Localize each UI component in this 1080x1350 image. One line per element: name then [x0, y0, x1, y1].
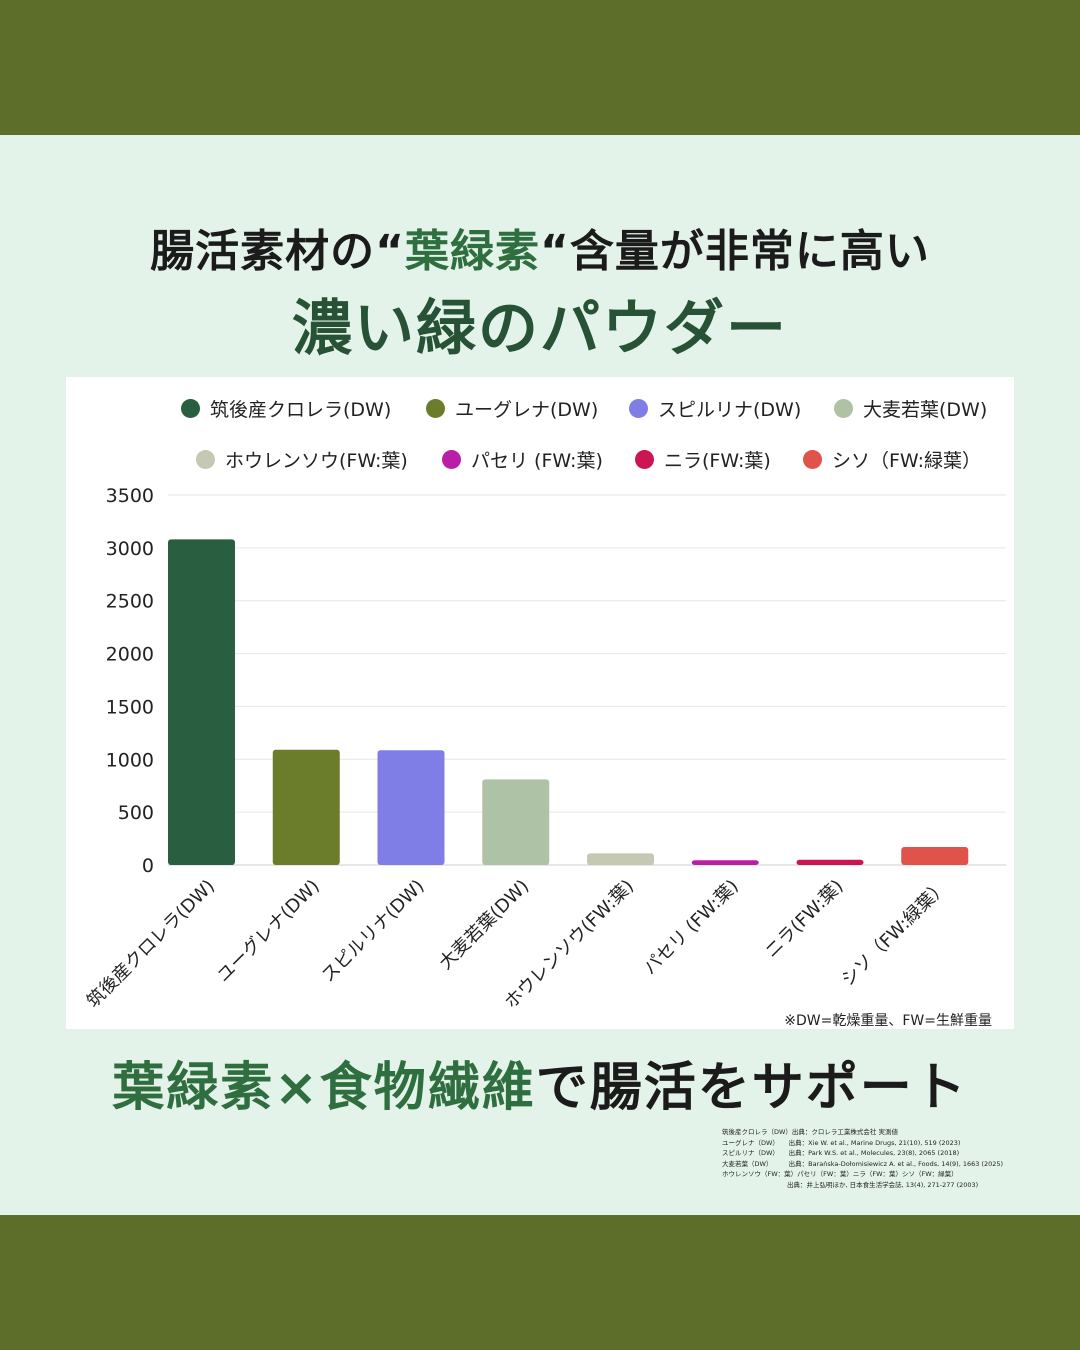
bar-chart: 3500 3000 2500 2000 1500 1000 500 0筑後産クロレラ(DW)ユ… [83, 485, 1006, 1013]
y-tick-label: 3500 [106, 485, 154, 507]
headline: 腸活素材の“葉緑素“含量が非常に高い [0, 215, 1080, 279]
x-tick-label: シソ（FW:緑葉） [838, 876, 953, 991]
legend-swatch [196, 450, 215, 469]
y-tick-label: 2500 [106, 591, 154, 613]
y-tick-label: 3000 [106, 538, 154, 560]
x-tick-label: パセリ (FW:葉) [640, 876, 743, 979]
headline-pre: 腸活素材の“ [150, 226, 405, 277]
y-tick-label: 0 [142, 855, 154, 877]
legend-swatch [629, 399, 648, 418]
bottom-band [0, 1215, 1080, 1350]
citation-line: スピルリナ（DW） 出典：Park W.S. et al., Molecules… [722, 1149, 960, 1158]
legend-swatch [635, 450, 654, 469]
bar [272, 749, 340, 865]
legend-item: 筑後産クロレラ(DW) [181, 395, 391, 422]
x-tick-label: 筑後産クロレラ(DW) [83, 876, 219, 1012]
legend-label: パセリ (FW:葉) [471, 450, 603, 472]
legend-item: スピルリナ(DW) [629, 395, 801, 422]
x-tick-label: ニラ(FW:葉) [761, 876, 847, 962]
legend-label: スピルリナ(DW) [658, 399, 802, 421]
legend-label: ニラ(FW:葉) [664, 450, 771, 472]
headline-post: “含量が非常に高い [540, 226, 930, 277]
x-tick-label: ユーグレナ(DW) [213, 876, 324, 987]
legend-item: ホウレンソウ(FW:葉) [196, 446, 408, 473]
y-tick-label: 2000 [106, 644, 154, 666]
citation-line: ユーグレナ（DW） 出典：Xie W. et al., Marine Drugs… [722, 1138, 961, 1147]
headline-highlight: 葉緑素 [405, 226, 540, 277]
legend-item: ユーグレナ(DW) [426, 395, 598, 422]
legend-item: シソ（FW:緑葉） [803, 446, 981, 473]
top-band [0, 0, 1080, 135]
y-tick-label: 500 [118, 802, 154, 824]
infographic-panel: 腸活素材の“葉緑素“含量が非常に高い 濃い緑のパウダー 筑後産クロレラ(DW) ユ… [0, 135, 1080, 1215]
legend-label: ホウレンソウ(FW:葉) [225, 450, 408, 472]
legend-item: パセリ (FW:葉) [442, 446, 603, 473]
bar [587, 853, 654, 865]
bar [377, 750, 445, 865]
legend-item: ニラ(FW:葉) [635, 446, 771, 473]
legend-label: シソ（FW:緑葉） [832, 450, 982, 472]
chart-card: 筑後産クロレラ(DW) ユーグレナ(DW) スピルリナ(DW) 大麦若葉(DW) ホウレ… [66, 377, 1014, 1029]
bar [691, 860, 759, 865]
legend-swatch [803, 450, 822, 469]
legend-swatch [442, 450, 461, 469]
legend-swatch [834, 399, 853, 418]
bar [482, 779, 550, 865]
legend-item: 大麦若葉(DW) [834, 395, 987, 422]
bar [168, 539, 235, 865]
x-tick-label: 大麦若葉(DW) [435, 876, 533, 974]
legend-swatch [181, 399, 200, 418]
citation-line: 大麦若葉（DW） 出典：Barańska-Dołomisiewicz A. et… [722, 1159, 1004, 1168]
subheadline: 濃い緑のパウダー [292, 294, 788, 364]
y-tick-label: 1000 [106, 749, 154, 771]
legend-label: ユーグレナ(DW) [455, 399, 599, 421]
unit-note: ※DW=乾燥重量、FW=生鮮重量 [784, 1013, 992, 1029]
citation-line: 出典：井上弘明ほか, 日本食生活学会誌, 13(4), 271-277 (200… [722, 1180, 979, 1189]
footer-rest: で腸活をサポート [535, 1058, 968, 1118]
citation-line: 筑後産クロレラ（DW）出典：クロレラ工業株式会社 実測値 [722, 1128, 898, 1136]
citations: 筑後産クロレラ（DW）出典：クロレラ工業株式会社 実測値ユーグレナ（DW） 出典… [722, 1127, 1062, 1191]
citation-line: ホウレンソウ（FW：葉）パセリ（FW：葉）ニラ（FW：葉）シソ（FW：緑葉） [722, 1170, 958, 1179]
legend-swatch [426, 399, 445, 418]
bar [901, 847, 969, 865]
x-tick-label: スピルリナ(DW) [318, 876, 429, 987]
bar [796, 859, 864, 865]
footer-highlight: 葉緑素×食物繊維 [112, 1058, 536, 1118]
y-tick-label: 1500 [106, 696, 154, 718]
legend-label: 大麦若葉(DW) [863, 399, 988, 421]
legend-label: 筑後産クロレラ(DW) [210, 399, 392, 421]
footer-tagline: 葉緑素×食物繊維で腸活をサポート [0, 1045, 1080, 1120]
